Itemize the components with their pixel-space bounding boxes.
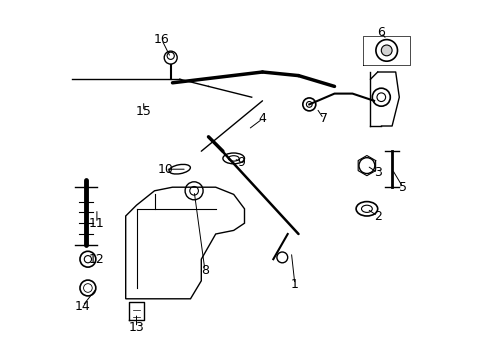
Text: 2: 2 [373,210,381,222]
Text: 16: 16 [154,33,169,46]
Text: 9: 9 [237,156,244,168]
Text: 5: 5 [398,181,406,194]
Text: 1: 1 [290,278,298,291]
Text: 7: 7 [319,112,327,125]
Text: 10: 10 [157,163,173,176]
Circle shape [381,45,391,56]
Text: 3: 3 [373,166,381,179]
Text: 15: 15 [136,105,151,118]
Text: 14: 14 [75,300,90,312]
Text: 8: 8 [201,264,208,276]
Text: 6: 6 [377,26,385,39]
Text: 4: 4 [258,112,266,125]
Text: 12: 12 [89,253,104,266]
Text: 11: 11 [89,217,104,230]
Text: 13: 13 [128,321,144,334]
